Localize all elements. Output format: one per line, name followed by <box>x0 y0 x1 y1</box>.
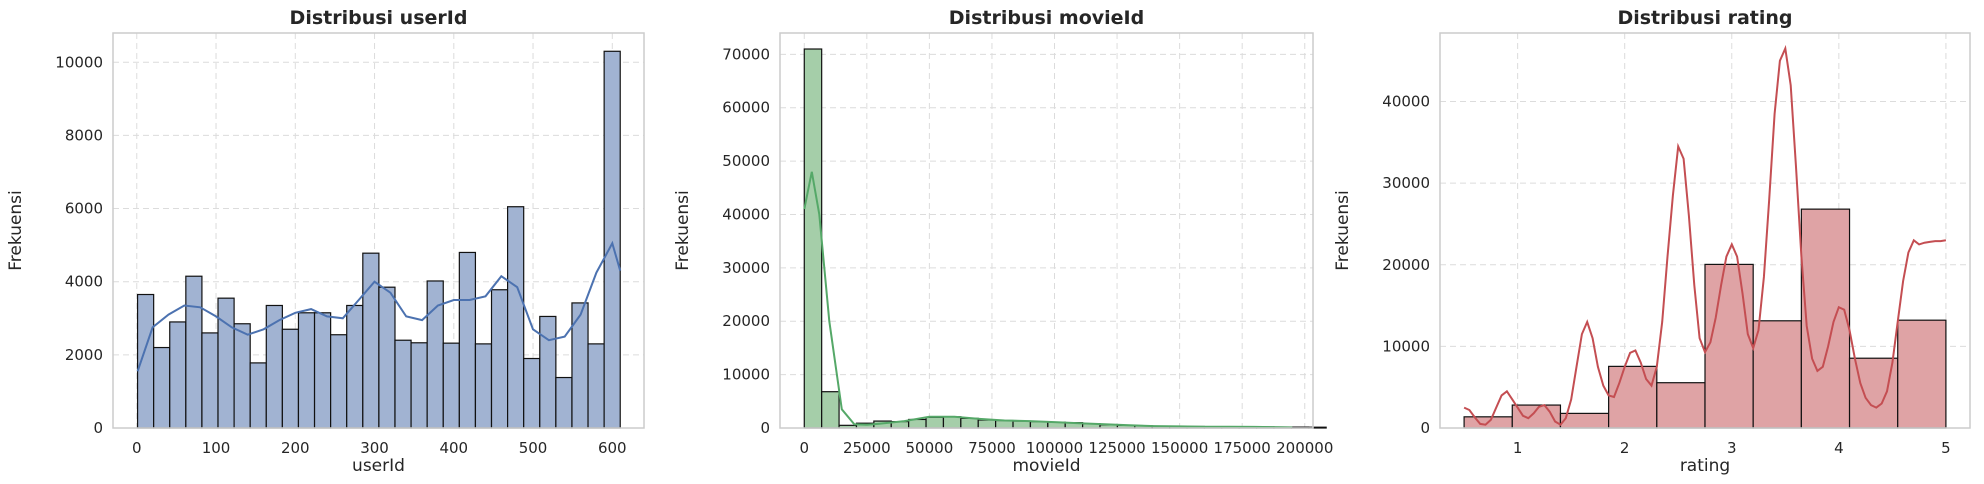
y-tick-label: 4000 <box>65 273 103 291</box>
histogram-bar <box>995 419 1014 429</box>
plot-frame <box>779 32 1314 429</box>
histogram-bar <box>1012 420 1032 429</box>
x-tick-label: 50000 <box>906 439 954 457</box>
histogram-bar <box>394 339 412 429</box>
x-tick-label: 400 <box>439 439 468 457</box>
y-tick-label: 10000 <box>1382 337 1430 355</box>
y-axis-label: Frekuensi <box>673 190 693 271</box>
histogram-bar <box>507 206 525 429</box>
x-tick-label: 25000 <box>843 439 891 457</box>
histogram-bar <box>249 362 267 429</box>
histogram-bar <box>410 342 428 429</box>
y-tick-label: 8000 <box>65 126 103 144</box>
x-tick-label: 175000 <box>1214 439 1271 457</box>
histogram-bar <box>378 286 396 429</box>
histogram-bar <box>1704 263 1754 429</box>
y-tick-label: 20000 <box>722 312 770 330</box>
x-tick-label: 5 <box>1941 439 1951 457</box>
y-axis-label: Frekuensi <box>6 190 26 271</box>
y-tick-label: 30000 <box>722 259 770 277</box>
y-tick-label: 6000 <box>65 200 103 218</box>
histogram-bar <box>153 346 171 429</box>
histogram-bar <box>960 417 979 429</box>
x-tick-label: 4 <box>1834 439 1844 457</box>
x-tick-label: 2 <box>1620 439 1630 457</box>
histogram-bar <box>330 334 348 429</box>
y-axis-label: Frekuensi <box>1333 190 1353 271</box>
kde-line <box>803 171 1293 429</box>
chart-title: Distribusi movieId <box>949 7 1144 29</box>
x-tick-label: 75000 <box>968 439 1016 457</box>
histogram-bar <box>539 315 557 429</box>
x-axis-label: rating <box>1680 456 1730 476</box>
plot-frame <box>1439 32 1971 429</box>
histogram-bar <box>1559 412 1610 429</box>
x-tick-label: 0 <box>132 439 142 457</box>
x-axis-label: movieId <box>1012 456 1080 476</box>
y-tick-label: 2000 <box>65 346 103 364</box>
kde-line <box>136 240 622 372</box>
y-tick-label: 70000 <box>722 45 770 63</box>
histogram-bar <box>233 323 251 429</box>
histogram-bar <box>977 419 997 429</box>
histogram-bar <box>603 50 621 429</box>
x-tick-label: 500 <box>519 439 548 457</box>
y-tick-label: 40000 <box>722 205 770 223</box>
x-tick-label: 100 <box>202 439 231 457</box>
x-tick-label: 0 <box>799 439 809 457</box>
x-axis-label: userId <box>352 456 405 476</box>
y-tick-label: 50000 <box>722 152 770 170</box>
histogram-bar <box>1752 320 1802 429</box>
histogram-bar <box>1608 365 1658 429</box>
histogram-bar <box>555 376 573 429</box>
x-tick-label: 600 <box>598 439 627 457</box>
histogram-bar <box>587 343 605 429</box>
histogram-bar <box>313 312 332 429</box>
plot-frame <box>112 32 645 429</box>
histogram-bar <box>169 321 187 429</box>
histogram-bar <box>1897 319 1947 429</box>
histogram-bar <box>803 48 823 429</box>
histogram-bar <box>821 391 840 429</box>
x-tick-label: 1 <box>1513 439 1523 457</box>
histogram-bar <box>523 357 541 429</box>
histogram-bar <box>1656 382 1706 429</box>
histogram-bar <box>362 252 380 429</box>
histogram-bar <box>490 289 509 429</box>
histogram-bar <box>201 332 219 429</box>
histogram-bar <box>346 304 364 429</box>
y-tick-label: 20000 <box>1382 256 1430 274</box>
x-tick-label: 3 <box>1727 439 1737 457</box>
histogram-bar <box>442 342 460 429</box>
x-tick-label: 200000 <box>1276 439 1333 457</box>
x-tick-label: 200 <box>281 439 310 457</box>
histogram-bar <box>942 416 962 429</box>
chart-title: Distribusi rating <box>1617 7 1792 29</box>
y-tick-label: 0 <box>93 419 103 437</box>
x-tick-label: 100000 <box>1026 439 1083 457</box>
histogram-bar <box>458 251 477 429</box>
y-tick-label: 0 <box>1420 419 1430 437</box>
histogram-bar <box>297 312 316 429</box>
kde-line <box>1463 44 1947 426</box>
x-tick-label: 300 <box>360 439 389 457</box>
y-tick-label: 0 <box>760 419 770 437</box>
histogram-bar <box>426 280 444 429</box>
histogram-bar <box>281 328 300 429</box>
histogram-bar <box>217 297 235 429</box>
histogram-bar <box>474 343 493 429</box>
x-tick-label: 150000 <box>1151 439 1208 457</box>
histogram-bar <box>1800 208 1851 429</box>
histogram-bar <box>185 275 203 429</box>
y-tick-label: 60000 <box>722 99 770 117</box>
y-tick-label: 10000 <box>722 366 770 384</box>
chart-title: Distribusi userId <box>290 7 468 29</box>
histogram-bar <box>925 416 945 429</box>
y-tick-label: 30000 <box>1382 174 1430 192</box>
x-tick-label: 125000 <box>1088 439 1145 457</box>
y-tick-label: 40000 <box>1382 93 1430 111</box>
y-tick-label: 10000 <box>55 53 103 71</box>
